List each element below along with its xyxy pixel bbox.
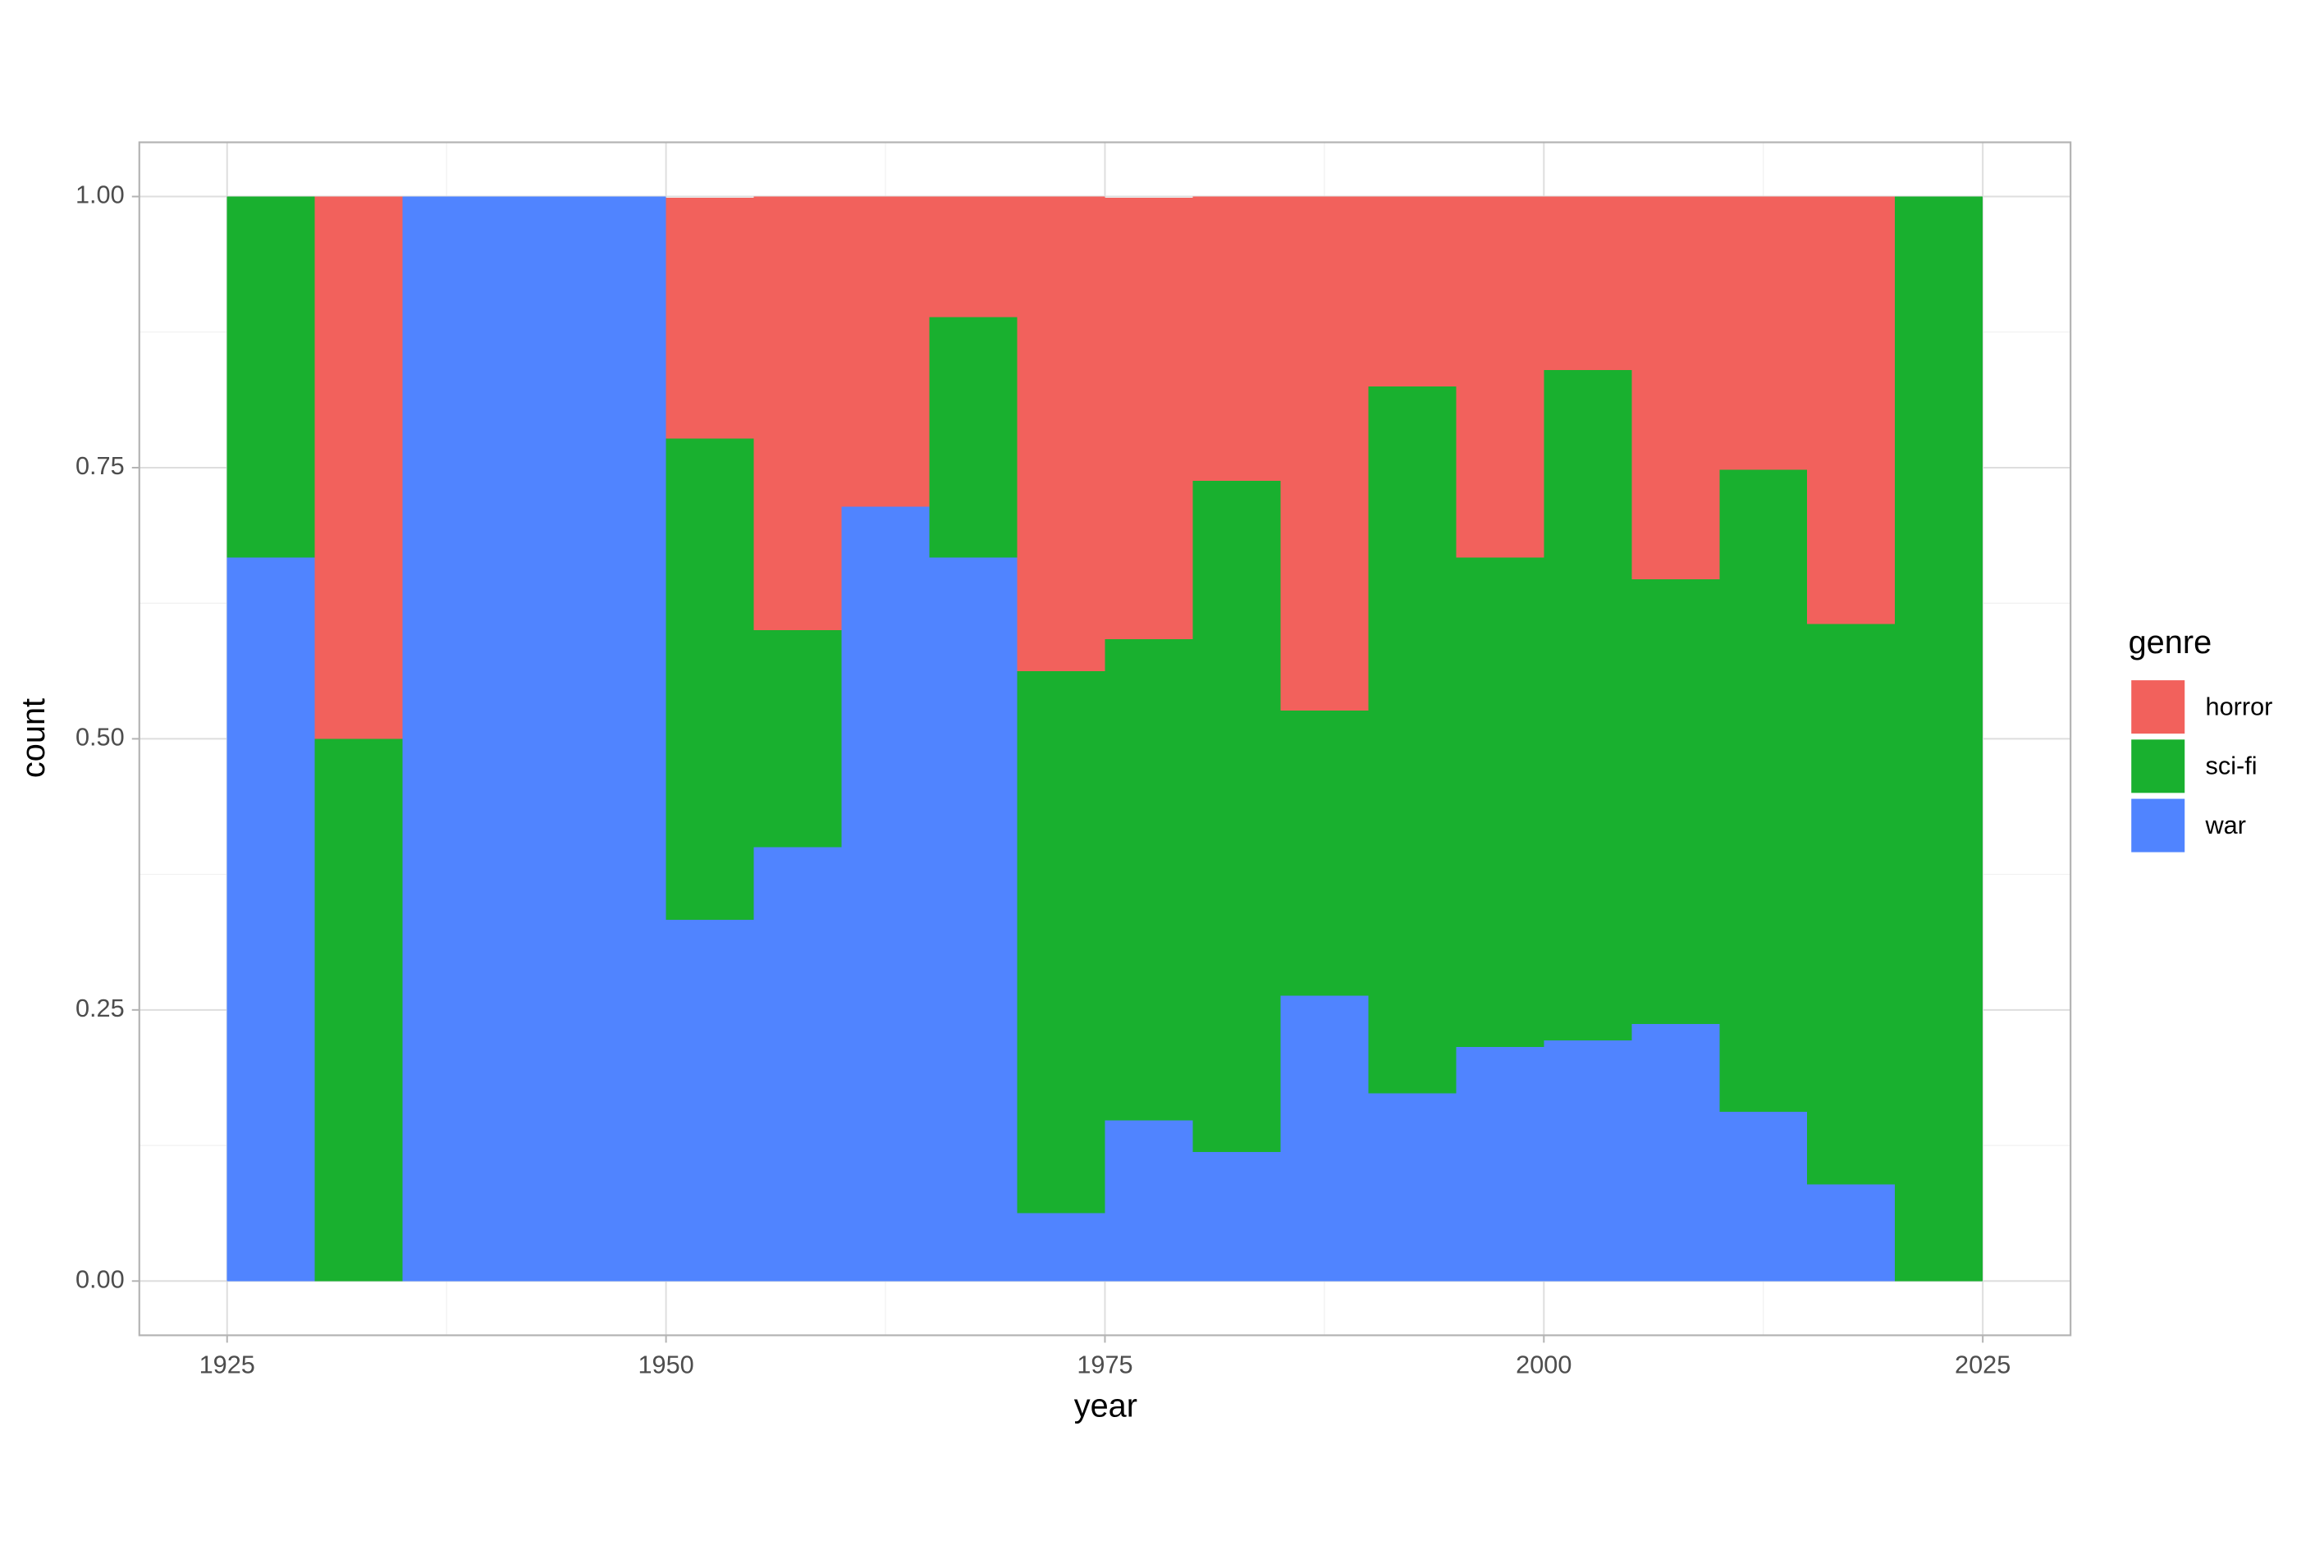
- legend-label: horror: [2206, 692, 2273, 720]
- bar-segment: [1280, 711, 1369, 996]
- bar-segment: [314, 196, 403, 739]
- bar-segment: [1895, 196, 1983, 1282]
- bar-segment: [841, 506, 930, 1282]
- bar-segment: [753, 630, 842, 848]
- bar-segment: [490, 196, 579, 1282]
- bar-segment: [753, 847, 842, 1282]
- bar-segment: [1280, 196, 1369, 711]
- y-tick-label: 0.00: [75, 1264, 125, 1293]
- bar-segment: [1105, 197, 1193, 639]
- legend-key: [2131, 680, 2185, 734]
- bar-segment: [1456, 1046, 1544, 1282]
- bar-segment: [929, 317, 1018, 558]
- bar-segment: [1631, 1024, 1720, 1282]
- bar-segment: [1017, 1213, 1105, 1282]
- bar-segment: [1368, 196, 1457, 386]
- y-axis-title: count: [16, 698, 52, 778]
- bar-segment: [1807, 624, 1896, 1185]
- y-tick-label: 0.50: [75, 723, 125, 752]
- bar-segment: [1017, 196, 1105, 671]
- bar-segment: [753, 196, 842, 631]
- bar-segment: [1192, 1152, 1281, 1282]
- bar-segment: [1544, 370, 1632, 1040]
- bar-segment: [402, 196, 491, 1282]
- legend: horror sci-fi war: [2131, 680, 2272, 853]
- bar-segment: [226, 196, 315, 558]
- bar-segment: [226, 557, 315, 1282]
- x-tick-label: 2025: [1955, 1350, 2011, 1378]
- bar-segment: [1192, 196, 1281, 481]
- bar-segment: [1631, 196, 1720, 580]
- legend-key: [2131, 739, 2185, 793]
- bar-segment: [1544, 1040, 1632, 1282]
- legend-label: sci-fi: [2206, 752, 2258, 780]
- y-tick-label: 0.25: [75, 994, 125, 1022]
- bar-segment: [1719, 469, 1808, 1113]
- bar-segment: [314, 738, 403, 1282]
- axes: 0.00 0.25 0.50 0.75 1.00 1925 1950 1975 2000 2025: [75, 181, 2011, 1379]
- legend-key: [2131, 798, 2185, 853]
- bar-segment: [1631, 579, 1720, 1025]
- bar-segment: [1105, 638, 1193, 1121]
- x-axis-title: year: [1074, 1387, 1137, 1424]
- x-tick-label: 1925: [199, 1350, 255, 1378]
- bar-segment: [1456, 557, 1544, 1047]
- bar-segment: [1192, 480, 1281, 1153]
- legend-label: war: [2205, 811, 2246, 839]
- bar-segment: [578, 196, 666, 1282]
- bar-segment: [1105, 1120, 1193, 1282]
- bar-segment: [1368, 386, 1457, 1094]
- y-tick-label: 1.00: [75, 181, 125, 209]
- bars: [226, 196, 1983, 1282]
- bar-segment: [929, 557, 1018, 1282]
- y-tick-label: 0.75: [75, 451, 125, 480]
- bar-segment: [1807, 1184, 1896, 1282]
- bar-segment: [666, 438, 754, 921]
- bar-segment: [1280, 995, 1369, 1282]
- x-tick-label: 2000: [1516, 1350, 1571, 1378]
- bar-segment: [1017, 670, 1105, 1214]
- bar-segment: [841, 196, 930, 507]
- bar-segment: [1368, 1093, 1457, 1282]
- bar-segment: [1719, 1112, 1808, 1282]
- x-tick-label: 1950: [638, 1350, 693, 1378]
- bar-segment: [666, 920, 754, 1282]
- bar-segment: [929, 196, 1018, 318]
- x-tick-label: 1975: [1077, 1350, 1132, 1378]
- bar-segment: [1807, 196, 1896, 624]
- bar-segment: [666, 197, 754, 439]
- legend-title: genre: [2129, 624, 2212, 661]
- bar-segment: [1456, 196, 1544, 558]
- bar-segment: [1719, 196, 1808, 470]
- bar-segment: [1544, 196, 1632, 371]
